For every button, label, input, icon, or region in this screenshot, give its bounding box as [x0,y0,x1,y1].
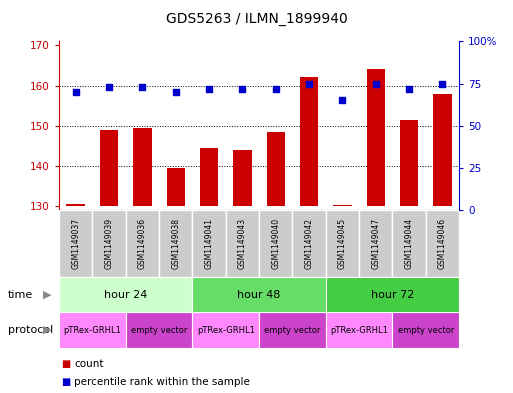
Text: empty vector: empty vector [131,326,187,334]
Text: hour 48: hour 48 [238,290,281,300]
Point [105,84,113,90]
Bar [192,277,326,312]
Bar [267,132,285,206]
Bar [392,210,426,277]
Point [171,89,180,95]
Text: percentile rank within the sample: percentile rank within the sample [74,377,250,387]
Text: hour 24: hour 24 [104,290,147,300]
Point [205,85,213,92]
Text: ■: ■ [62,358,71,369]
Point [405,85,413,92]
Bar [126,312,192,348]
Bar [126,210,159,277]
Text: ▶: ▶ [43,290,51,300]
Text: GSM1149043: GSM1149043 [238,218,247,269]
Point [305,80,313,86]
Bar [167,168,185,206]
Text: empty vector: empty vector [264,326,321,334]
Point [371,80,380,86]
Bar [59,277,192,312]
Text: count: count [74,358,104,369]
Bar [59,312,126,348]
Bar [233,150,251,206]
Bar [92,210,126,277]
Text: pTRex-GRHL1: pTRex-GRHL1 [64,326,121,334]
Bar [367,70,385,206]
Bar [326,210,359,277]
Text: GSM1149036: GSM1149036 [138,218,147,269]
Bar [159,210,192,277]
Text: GSM1149044: GSM1149044 [405,218,413,269]
Text: GSM1149040: GSM1149040 [271,218,280,269]
Bar [426,210,459,277]
Text: hour 72: hour 72 [371,290,414,300]
Point [71,89,80,95]
Text: GSM1149041: GSM1149041 [205,218,213,269]
Text: protocol: protocol [8,325,53,335]
Text: GSM1149045: GSM1149045 [338,218,347,269]
Bar [326,277,459,312]
Text: GSM1149047: GSM1149047 [371,218,380,269]
Bar [359,210,392,277]
Text: ▶: ▶ [43,325,51,335]
Bar [400,120,418,206]
Bar [100,130,118,206]
Text: GSM1149038: GSM1149038 [171,218,180,269]
Bar [259,210,292,277]
Bar [192,312,259,348]
Point [238,85,246,92]
Text: GDS5263 / ILMN_1899940: GDS5263 / ILMN_1899940 [166,11,347,26]
Point [271,85,280,92]
Bar [67,204,85,206]
Bar [192,210,226,277]
Text: time: time [8,290,33,300]
Bar [226,210,259,277]
Text: pTRex-GRHL1: pTRex-GRHL1 [197,326,254,334]
Bar [59,210,92,277]
Bar [133,128,151,206]
Bar [292,210,326,277]
Bar [392,312,459,348]
Text: GSM1149042: GSM1149042 [305,218,313,269]
Point [338,97,346,103]
Point [438,80,446,86]
Point [138,84,146,90]
Bar [200,148,218,206]
Text: GSM1149046: GSM1149046 [438,218,447,269]
Bar [300,77,318,206]
Text: GSM1149039: GSM1149039 [105,218,113,269]
Text: GSM1149037: GSM1149037 [71,218,80,269]
Bar [326,312,392,348]
Text: empty vector: empty vector [398,326,454,334]
Bar [259,312,326,348]
Bar [433,94,451,206]
Text: pTRex-GRHL1: pTRex-GRHL1 [330,326,388,334]
Text: ■: ■ [62,377,71,387]
